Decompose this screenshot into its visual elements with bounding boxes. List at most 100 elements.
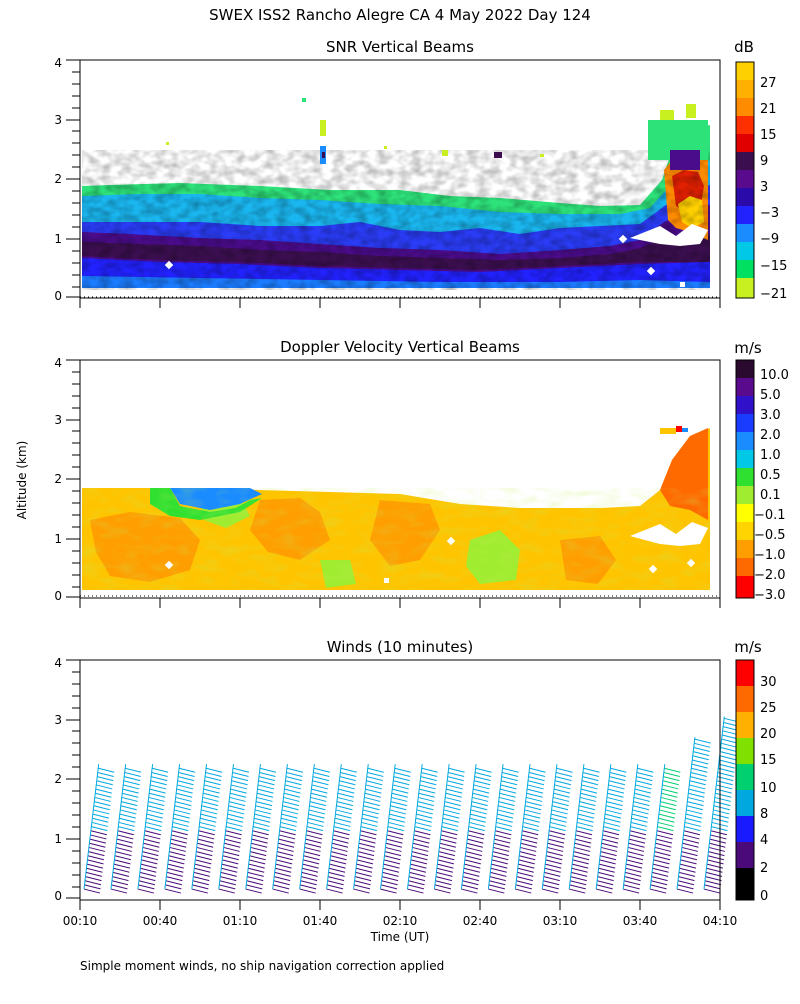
- wind-barb: [168, 855, 185, 861]
- wind-barb: [681, 846, 699, 852]
- snr-colorbar: dB 27 21 15 9 3 −3 −9 −15: [734, 38, 787, 302]
- wind-barb: [195, 859, 212, 865]
- wind-barb: [489, 880, 506, 886]
- wind-barb: [608, 784, 625, 790]
- wind-barb: [120, 805, 137, 811]
- wind-barb: [572, 859, 589, 865]
- wind-barb: [491, 859, 508, 865]
- wind-barb: [149, 792, 166, 798]
- wind-barb: [171, 834, 188, 840]
- wind-barb: [628, 838, 646, 844]
- wind-barb: [256, 796, 273, 802]
- wind-barb: [676, 888, 694, 894]
- wind-barb: [196, 851, 213, 857]
- wind-barb: [443, 809, 460, 815]
- wind-barb: [306, 826, 324, 832]
- wind-barb: [336, 805, 353, 811]
- wind-barb: [608, 780, 626, 786]
- wind-barb: [446, 784, 463, 790]
- wind-barb: [307, 817, 325, 823]
- wind-barb: [354, 880, 371, 886]
- wind-barb: [713, 805, 730, 811]
- wind-barb: [555, 776, 572, 782]
- wind-barb: [334, 817, 352, 823]
- snr-cb-label-1: 21: [760, 102, 777, 117]
- wind-barb: [255, 801, 273, 807]
- wind-barb: [384, 855, 401, 861]
- doppler-y-axis: 4 3 2 1 0: [54, 356, 80, 603]
- wind-barb: [440, 834, 457, 840]
- wind-barb: [278, 834, 296, 840]
- wind-barb: [543, 880, 560, 886]
- wind-barb: [691, 767, 708, 773]
- wind-barb: [280, 821, 297, 827]
- wind-barb: [605, 805, 623, 811]
- wind-barb: [599, 859, 616, 865]
- wind-barb: [285, 780, 302, 786]
- wind-barb: [354, 876, 372, 882]
- wind-barb: [463, 867, 480, 873]
- wind-barb: [331, 842, 349, 848]
- wind-barb: [151, 771, 168, 777]
- wind-barb: [519, 851, 536, 857]
- wind-barb: [680, 855, 698, 861]
- wind-barb: [281, 813, 298, 819]
- wind-barb: [686, 809, 703, 815]
- wind-barb: [228, 801, 246, 807]
- wind-barb: [251, 842, 268, 848]
- wind-barb: [679, 863, 697, 869]
- wind-barb: [657, 826, 674, 832]
- wind-barb: [420, 780, 437, 786]
- doppler-cb-label-8: −0.5: [754, 528, 786, 543]
- wind-barb: [197, 842, 214, 848]
- wind-barb: [274, 876, 291, 882]
- wind-barb: [601, 842, 618, 848]
- x-tick-0040: 00:40: [143, 914, 178, 928]
- wind-barb: [362, 813, 379, 819]
- wind-barb: [654, 851, 671, 857]
- wind-barb: [230, 788, 247, 794]
- wind-barb: [90, 834, 107, 840]
- wind-barb: [166, 871, 183, 877]
- wind-barb: [703, 888, 721, 894]
- wind-barb: [253, 817, 271, 823]
- wind-barb: [598, 867, 615, 873]
- wind-barb: [408, 880, 425, 886]
- wind-barb: [710, 830, 727, 836]
- wind-barb: [313, 767, 330, 773]
- wind-barb: [119, 817, 136, 823]
- wind-barb: [604, 817, 621, 823]
- wind-barb: [553, 792, 570, 798]
- wind-profile: [568, 764, 600, 894]
- wind-barb: [257, 788, 274, 794]
- wind-barb: [141, 855, 158, 861]
- wind-barb: [468, 826, 485, 832]
- winds-colorbar-unit: m/s: [734, 638, 762, 656]
- wind-barb: [90, 830, 107, 836]
- wind-barb: [684, 826, 701, 832]
- wind-barb: [413, 834, 430, 840]
- x-axis-label: Time (UT): [370, 930, 430, 944]
- wind-barb: [415, 821, 432, 827]
- doppler-panel-title: Doppler Velocity Vertical Beams: [280, 338, 520, 356]
- wind-barb: [226, 821, 243, 827]
- wind-barb: [488, 888, 505, 894]
- wind-barb: [204, 780, 221, 786]
- wind-barb: [303, 851, 321, 857]
- wind-barb: [256, 792, 274, 798]
- wind-barb: [301, 871, 318, 877]
- wind-barb: [688, 792, 705, 798]
- wind-barb: [604, 813, 622, 819]
- wind-barb: [310, 792, 328, 798]
- wind-profile-stem: [326, 764, 342, 890]
- wind-barb: [516, 880, 533, 886]
- wind-barb: [194, 863, 211, 869]
- wind-barb: [600, 851, 617, 857]
- wind-barb: [279, 830, 296, 836]
- wind-profile-stem: [245, 764, 261, 890]
- wind-barb: [488, 884, 505, 890]
- wind-barb: [490, 867, 507, 873]
- wind-barb: [414, 830, 431, 836]
- wind-profile-stem: [595, 764, 612, 890]
- wind-barb: [692, 759, 709, 765]
